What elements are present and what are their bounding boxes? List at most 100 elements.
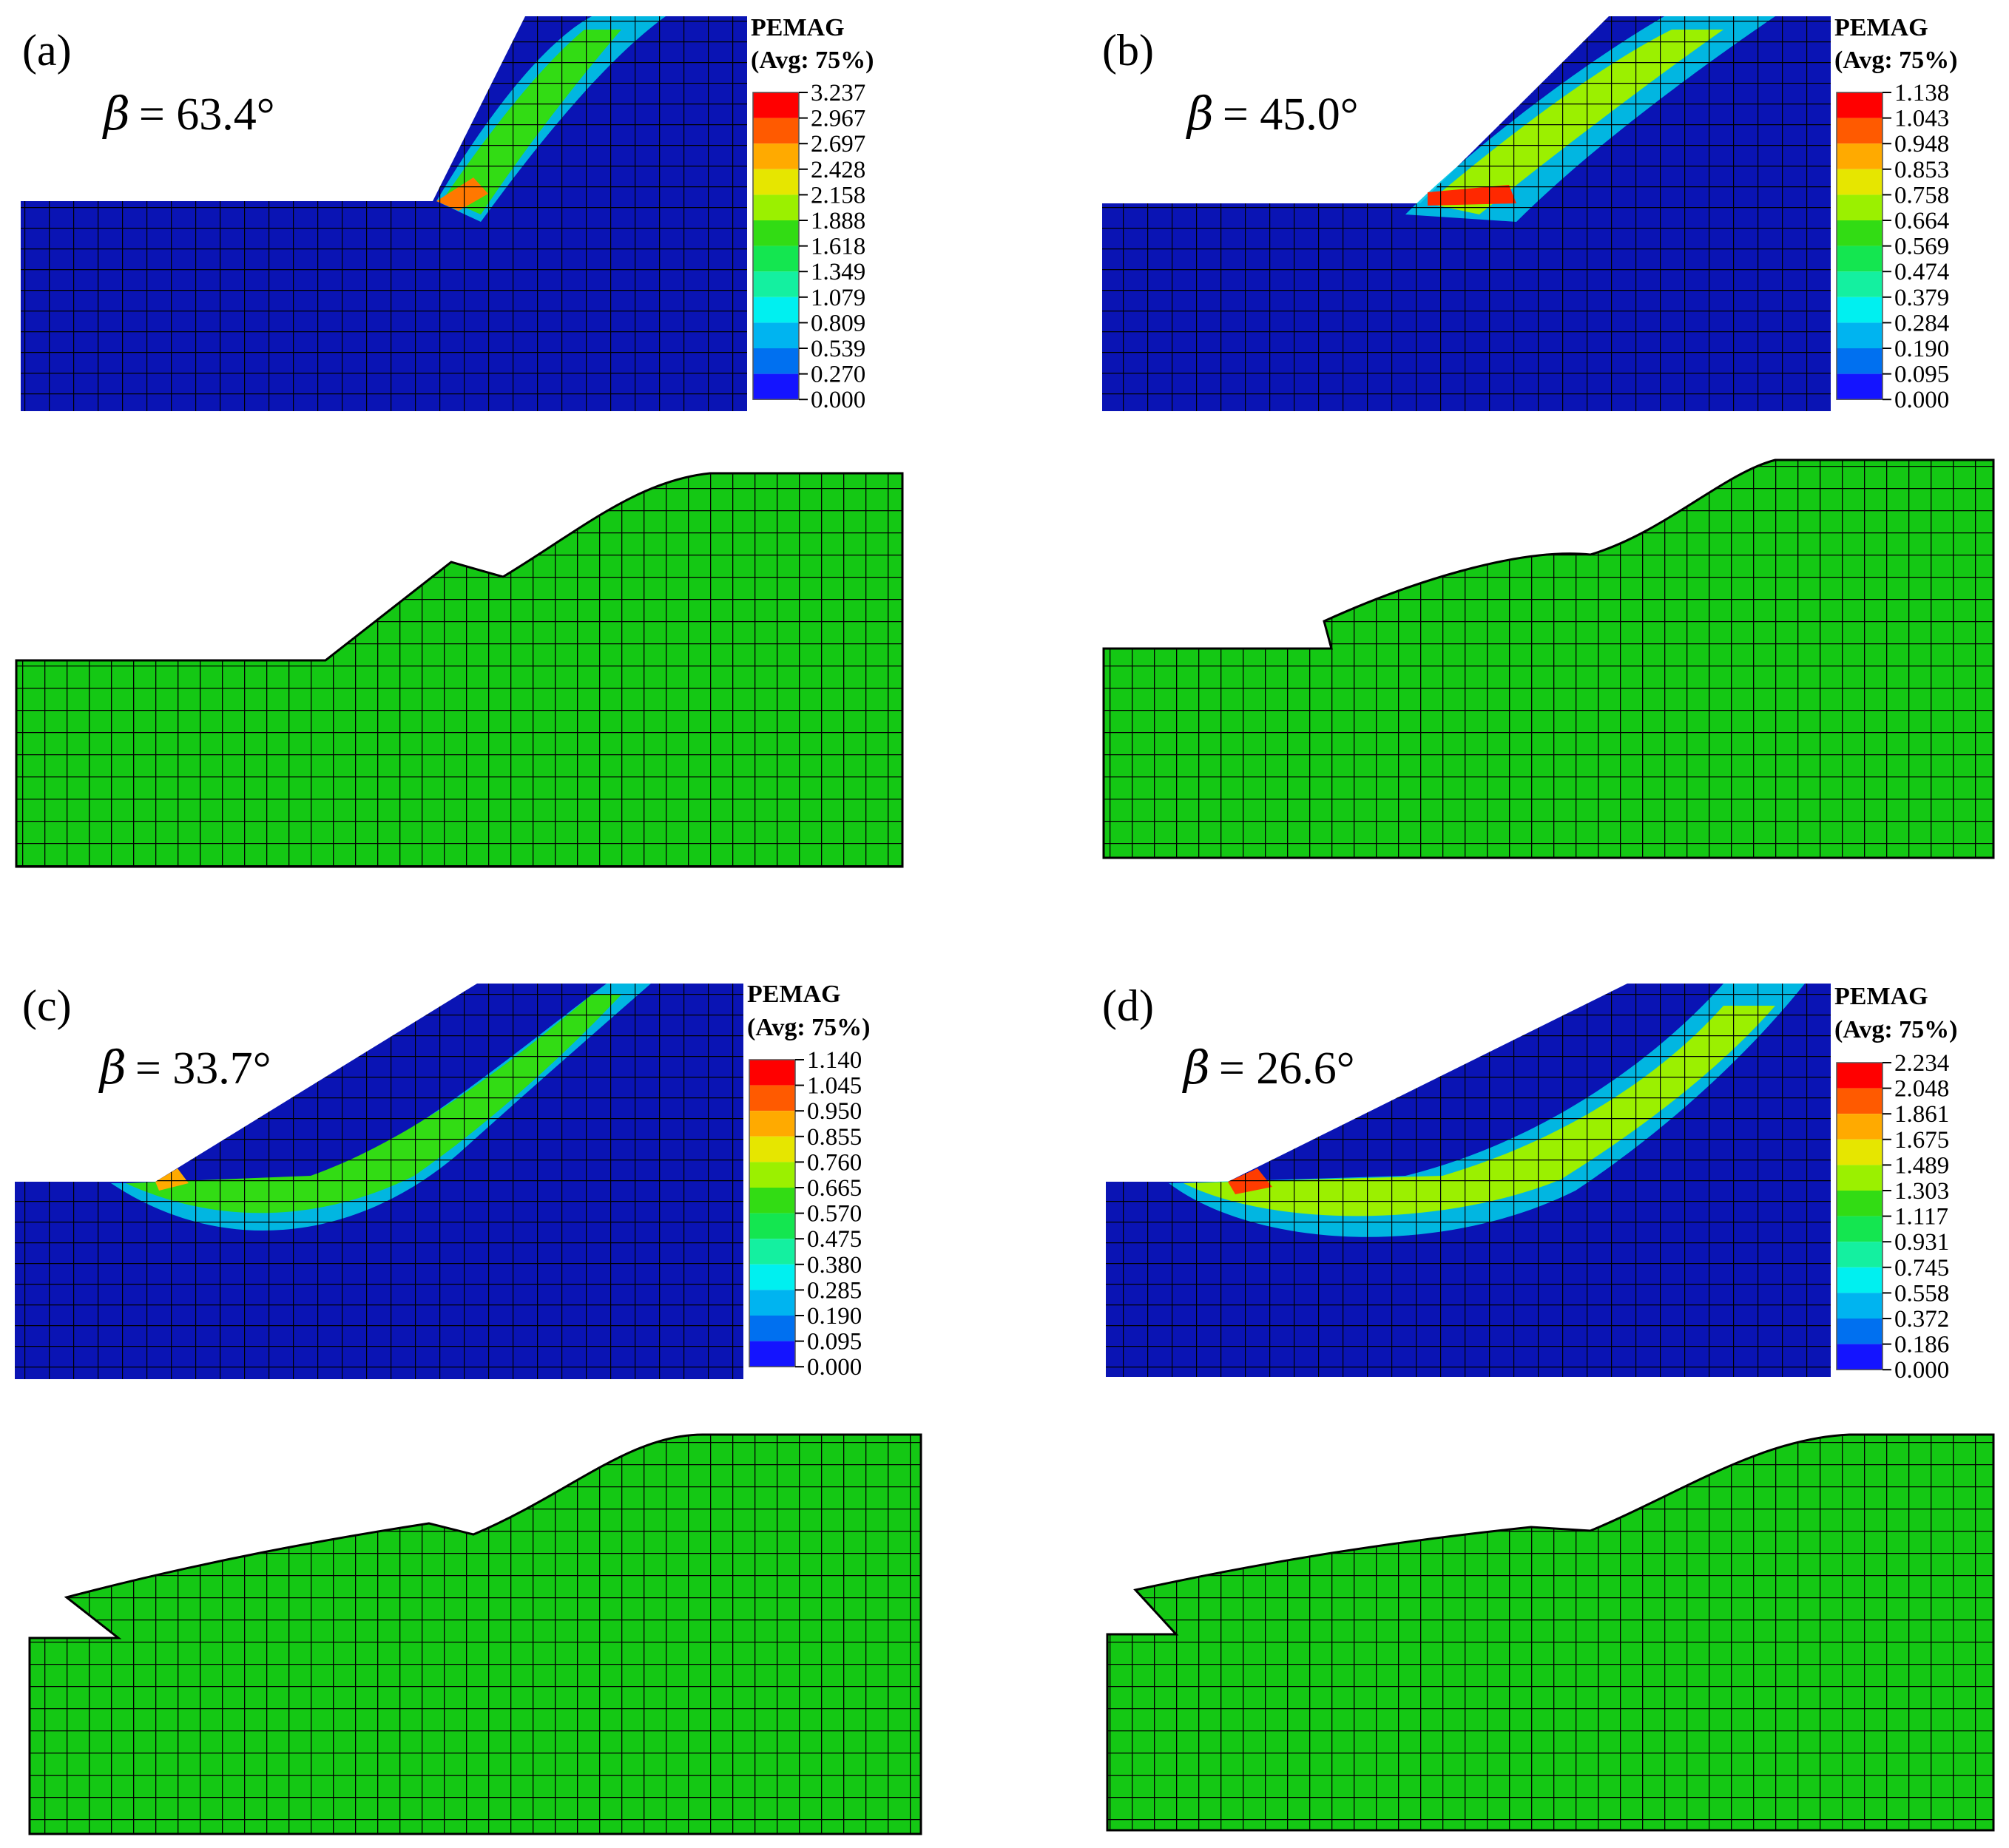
deformed-mesh xyxy=(1102,458,1995,859)
legend-swatch xyxy=(1837,271,1883,297)
legend-tick-label: 1.489 xyxy=(1894,1152,1949,1179)
legend-tick-label: 2.048 xyxy=(1894,1076,1949,1103)
legend-tick-label: 1.303 xyxy=(1894,1178,1949,1205)
legend-swatch xyxy=(749,1290,795,1316)
legend-tick-label: 0.379 xyxy=(1894,285,1949,311)
plastic-strain-contour xyxy=(21,16,747,411)
legend-swatch xyxy=(1837,1088,1883,1114)
legend-swatch xyxy=(1837,373,1883,400)
legend-title: PEMAG xyxy=(1834,14,1928,41)
legend-tick-label: 1.043 xyxy=(1894,106,1949,132)
legend-scale: 1.1401.0450.9500.8550.7600.6650.5700.475… xyxy=(749,1047,862,1381)
legend-swatch xyxy=(1837,1191,1883,1216)
legend-tick-label: 0.760 xyxy=(807,1149,862,1176)
legend-tick-label: 0.095 xyxy=(807,1329,862,1355)
legend-tick-label: 0.745 xyxy=(1894,1255,1949,1282)
legend-swatch xyxy=(1837,1216,1883,1242)
plastic-strain-contour xyxy=(1102,16,1831,411)
legend-tick-label: 0.665 xyxy=(807,1175,862,1202)
legend-swatch xyxy=(1837,1319,1883,1344)
legend-subtitle: (Avg: 75%) xyxy=(1834,1016,1958,1043)
panel-b: (b) β = 45.0° PEMAG (Avg: 75%) 1.1381.043… xyxy=(1102,14,1995,859)
legend-title: PEMAG xyxy=(747,981,841,1008)
beta-annotation: β = 45.0° xyxy=(1186,87,1359,141)
legend-swatch xyxy=(753,297,799,323)
legend-swatch xyxy=(1837,1063,1883,1089)
legend-swatch xyxy=(1837,143,1883,169)
legend-tick-label: 0.000 xyxy=(1894,387,1949,413)
legend-tick-label: 0.474 xyxy=(1894,259,1949,285)
legend-tick-label: 0.569 xyxy=(1894,234,1949,260)
legend-tick-label: 0.475 xyxy=(807,1226,862,1253)
legend-swatch xyxy=(749,1136,795,1162)
legend-tick-label: 0.855 xyxy=(807,1124,862,1151)
color-legend: PEMAG (Avg: 75%) 2.2342.0481.8611.6751.4… xyxy=(1834,983,1958,1384)
beta-annotation: β = 63.4° xyxy=(102,87,275,141)
legend-swatch xyxy=(753,322,799,348)
panel-label: (d) xyxy=(1102,981,1154,1030)
legend-subtitle: (Avg: 75%) xyxy=(1834,47,1958,74)
legend-swatch xyxy=(749,1188,795,1214)
legend-swatch xyxy=(749,1111,795,1137)
panel-label: (c) xyxy=(22,981,72,1030)
legend-swatch xyxy=(753,118,799,144)
legend-tick-label: 0.285 xyxy=(807,1277,862,1304)
legend-subtitle: (Avg: 75%) xyxy=(751,47,874,74)
legend-title: PEMAG xyxy=(751,14,845,41)
legend-swatch xyxy=(753,246,799,272)
legend-tick-label: 0.853 xyxy=(1894,157,1949,183)
legend-swatch xyxy=(1837,1293,1883,1319)
legend-tick-label: 0.664 xyxy=(1894,208,1949,234)
deformed-mesh xyxy=(28,1433,922,1835)
legend-swatch xyxy=(1837,220,1883,246)
beta-annotation: β = 26.6° xyxy=(1182,1040,1355,1094)
panel-label: (b) xyxy=(1102,26,1154,75)
legend-tick-label: 0.539 xyxy=(811,336,865,362)
legend-title: PEMAG xyxy=(1834,983,1928,1010)
legend-scale: 2.2342.0481.8611.6751.4891.3031.1170.931… xyxy=(1836,1050,1949,1384)
legend-tick-label: 0.000 xyxy=(1894,1357,1949,1384)
legend-tick-label: 0.570 xyxy=(807,1201,862,1228)
legend-swatch xyxy=(753,194,799,220)
legend-swatch xyxy=(753,373,799,400)
legend-tick-label: 0.950 xyxy=(807,1098,862,1125)
panel-c: (c) β = 33.7° PEMAG (Avg: 75%) 1.1401.045… xyxy=(15,981,922,1835)
panel-d: (d) β = 26.6° PEMAG (Avg: 75%) 2.2342.048… xyxy=(1102,981,1995,1832)
legend-tick-label: 1.349 xyxy=(811,259,865,285)
legend-swatch xyxy=(1837,92,1883,118)
deformed-mesh xyxy=(15,472,904,868)
legend-swatch xyxy=(753,92,799,118)
legend-tick-label: 0.095 xyxy=(1894,362,1949,388)
legend-swatch xyxy=(749,1085,795,1111)
legend-swatch xyxy=(1837,1267,1883,1293)
color-legend: PEMAG (Avg: 75%) 1.1401.0450.9500.8550.7… xyxy=(747,981,871,1381)
legend-swatch xyxy=(1837,169,1883,195)
legend-tick-label: 0.931 xyxy=(1894,1229,1949,1256)
legend-tick-label: 0.190 xyxy=(1894,336,1949,362)
legend-tick-label: 0.284 xyxy=(1894,310,1949,336)
legend-swatch xyxy=(749,1239,795,1265)
legend-tick-label: 1.675 xyxy=(1894,1127,1949,1154)
legend-swatch xyxy=(1837,118,1883,144)
beta-annotation: β = 33.7° xyxy=(98,1040,271,1094)
panel-a: (a) β = 63.4° PEMAG (Avg: 75%) 3.2372.967… xyxy=(15,14,904,868)
legend-tick-label: 0.000 xyxy=(811,387,865,413)
legend-scale: 1.1381.0430.9480.8530.7580.6640.5690.474… xyxy=(1836,80,1949,413)
legend-swatch xyxy=(1837,1139,1883,1165)
legend-swatch xyxy=(1837,348,1883,374)
legend-swatch xyxy=(753,348,799,374)
legend-tick-label: 2.967 xyxy=(811,106,865,132)
legend-tick-label: 1.861 xyxy=(1894,1101,1949,1128)
legend-swatch xyxy=(1837,297,1883,323)
legend-swatch xyxy=(1837,1242,1883,1267)
legend-swatch xyxy=(749,1264,795,1290)
legend-tick-label: 0.809 xyxy=(811,310,865,336)
legend-tick-label: 0.380 xyxy=(807,1252,862,1279)
legend-tick-label: 2.428 xyxy=(811,157,865,183)
legend-tick-label: 0.190 xyxy=(807,1303,862,1330)
legend-swatch xyxy=(753,220,799,246)
legend-tick-label: 1.079 xyxy=(811,285,865,311)
legend-tick-label: 0.948 xyxy=(1894,131,1949,158)
legend-tick-label: 0.758 xyxy=(1894,182,1949,209)
legend-scale: 3.2372.9672.6972.4282.1581.8881.6181.349… xyxy=(752,80,865,413)
